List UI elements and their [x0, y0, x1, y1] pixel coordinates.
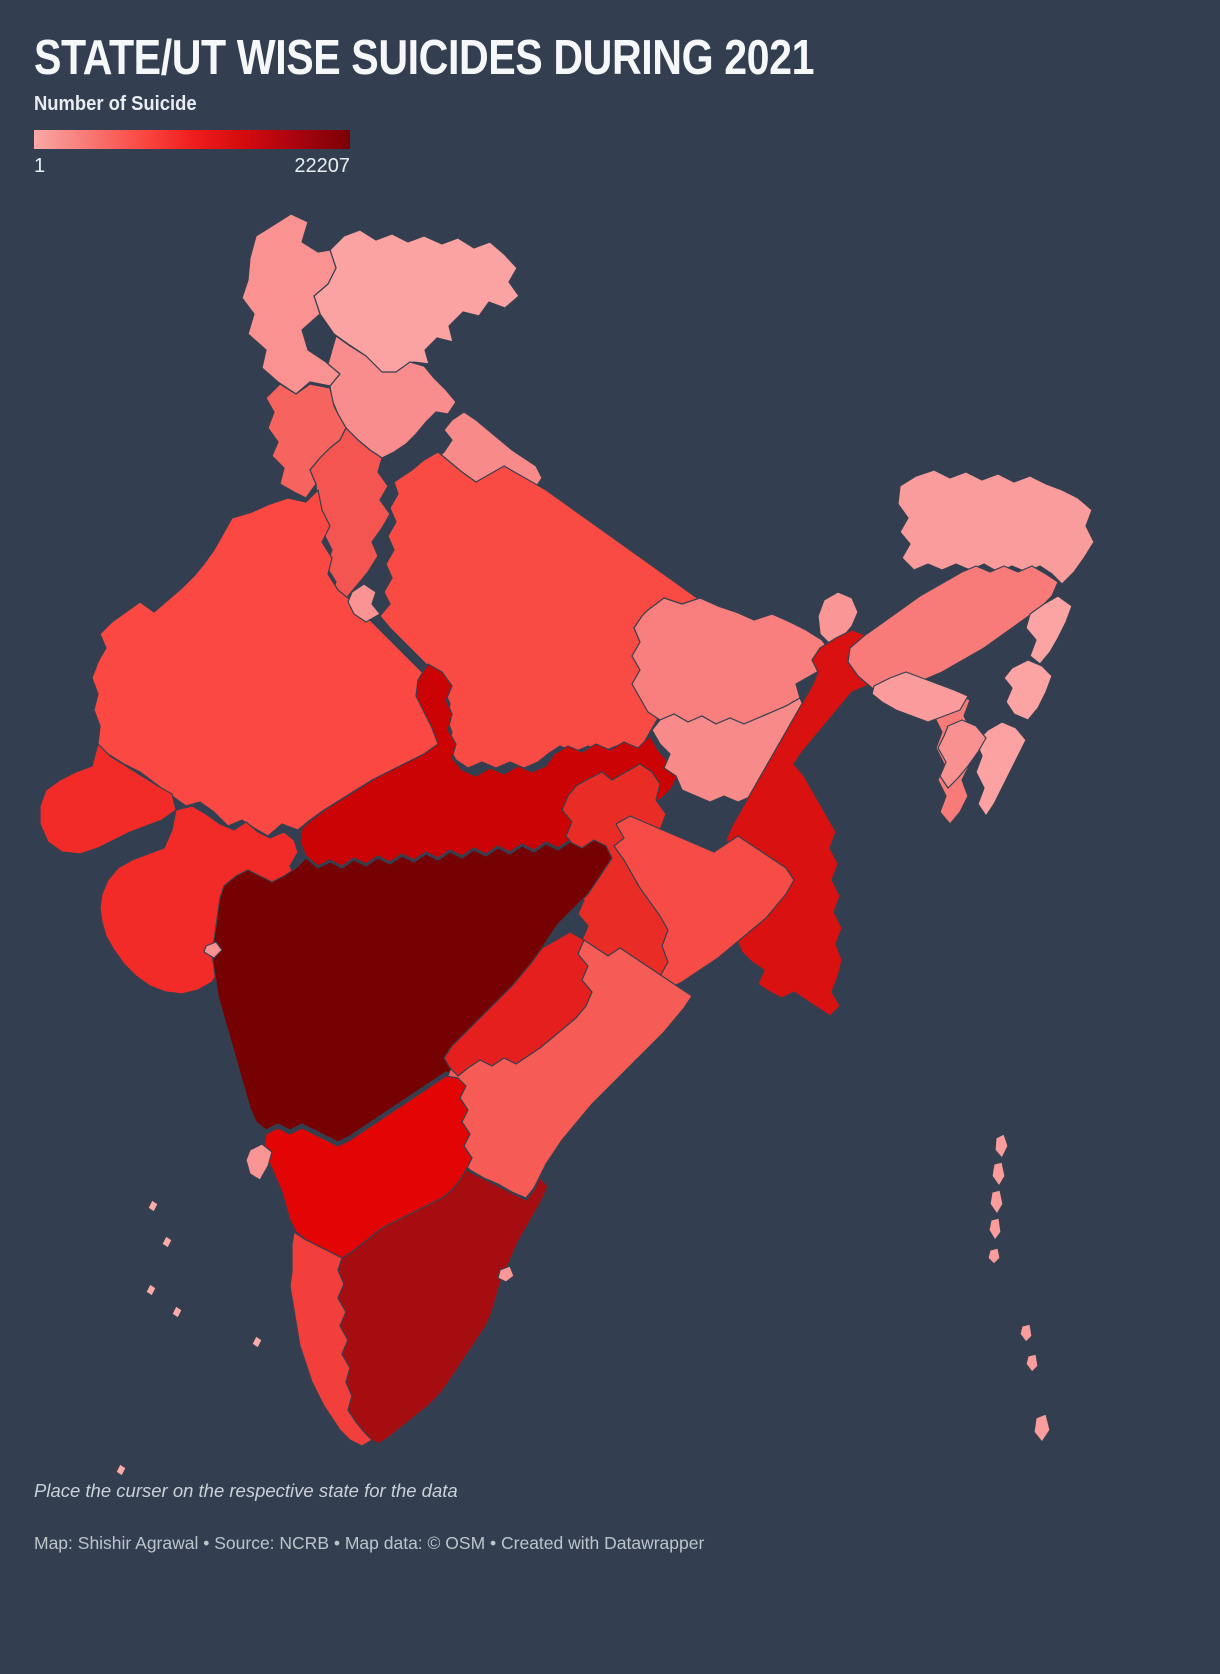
state-west_bengal[interactable]: West Bengal	[725, 629, 907, 1017]
state-tamil_nadu[interactable]: Tamil Nadu	[337, 1169, 549, 1445]
state-rajasthan[interactable]: Rajasthan	[91, 489, 451, 837]
state-telangana[interactable]: Telangana	[443, 931, 593, 1077]
state-arunachal_pradesh[interactable]: Arunachal Pradesh	[897, 469, 1095, 585]
state-goa[interactable]: Goa	[245, 1143, 273, 1181]
page-title: STATE/UT WISE SUICIDES DURING 2021	[34, 31, 815, 85]
state-puducherry[interactable]: Puducherry	[497, 1265, 515, 1283]
legend-gradient-bar	[34, 130, 350, 149]
state-nagaland[interactable]: Nagaland	[1025, 595, 1073, 665]
state-mizoram[interactable]: Mizoram	[975, 721, 1027, 817]
state-andaman_nicobar[interactable]: Andaman and Nicobar Islands	[987, 1133, 1051, 1443]
state-meghalaya[interactable]: Meghalaya	[871, 671, 969, 723]
state-lakshadweep[interactable]: Lakshadweep	[115, 1199, 263, 1477]
legend-min-value: 1	[34, 155, 46, 177]
state-daman_diu[interactable]: Daman and Diu	[203, 941, 223, 959]
state-tripura[interactable]: Tripura	[937, 719, 987, 789]
state-delhi[interactable]: Delhi	[347, 583, 381, 623]
map-footnote: Place the curser on the respective state…	[34, 1480, 458, 1501]
state-jammu_kashmir[interactable]: Jammu and Kashmir	[241, 213, 341, 395]
legend-max-value: 22207	[294, 155, 350, 177]
legend: Number of Suicide 1 22207	[34, 93, 350, 178]
state-manipur[interactable]: Manipur	[1003, 659, 1053, 721]
state-odisha[interactable]: Odisha	[613, 815, 795, 989]
attribution-line: Map: Shishir Agrawal • Source: NCRB • Ma…	[34, 1533, 705, 1553]
legend-label: Number of Suicide	[34, 93, 197, 115]
